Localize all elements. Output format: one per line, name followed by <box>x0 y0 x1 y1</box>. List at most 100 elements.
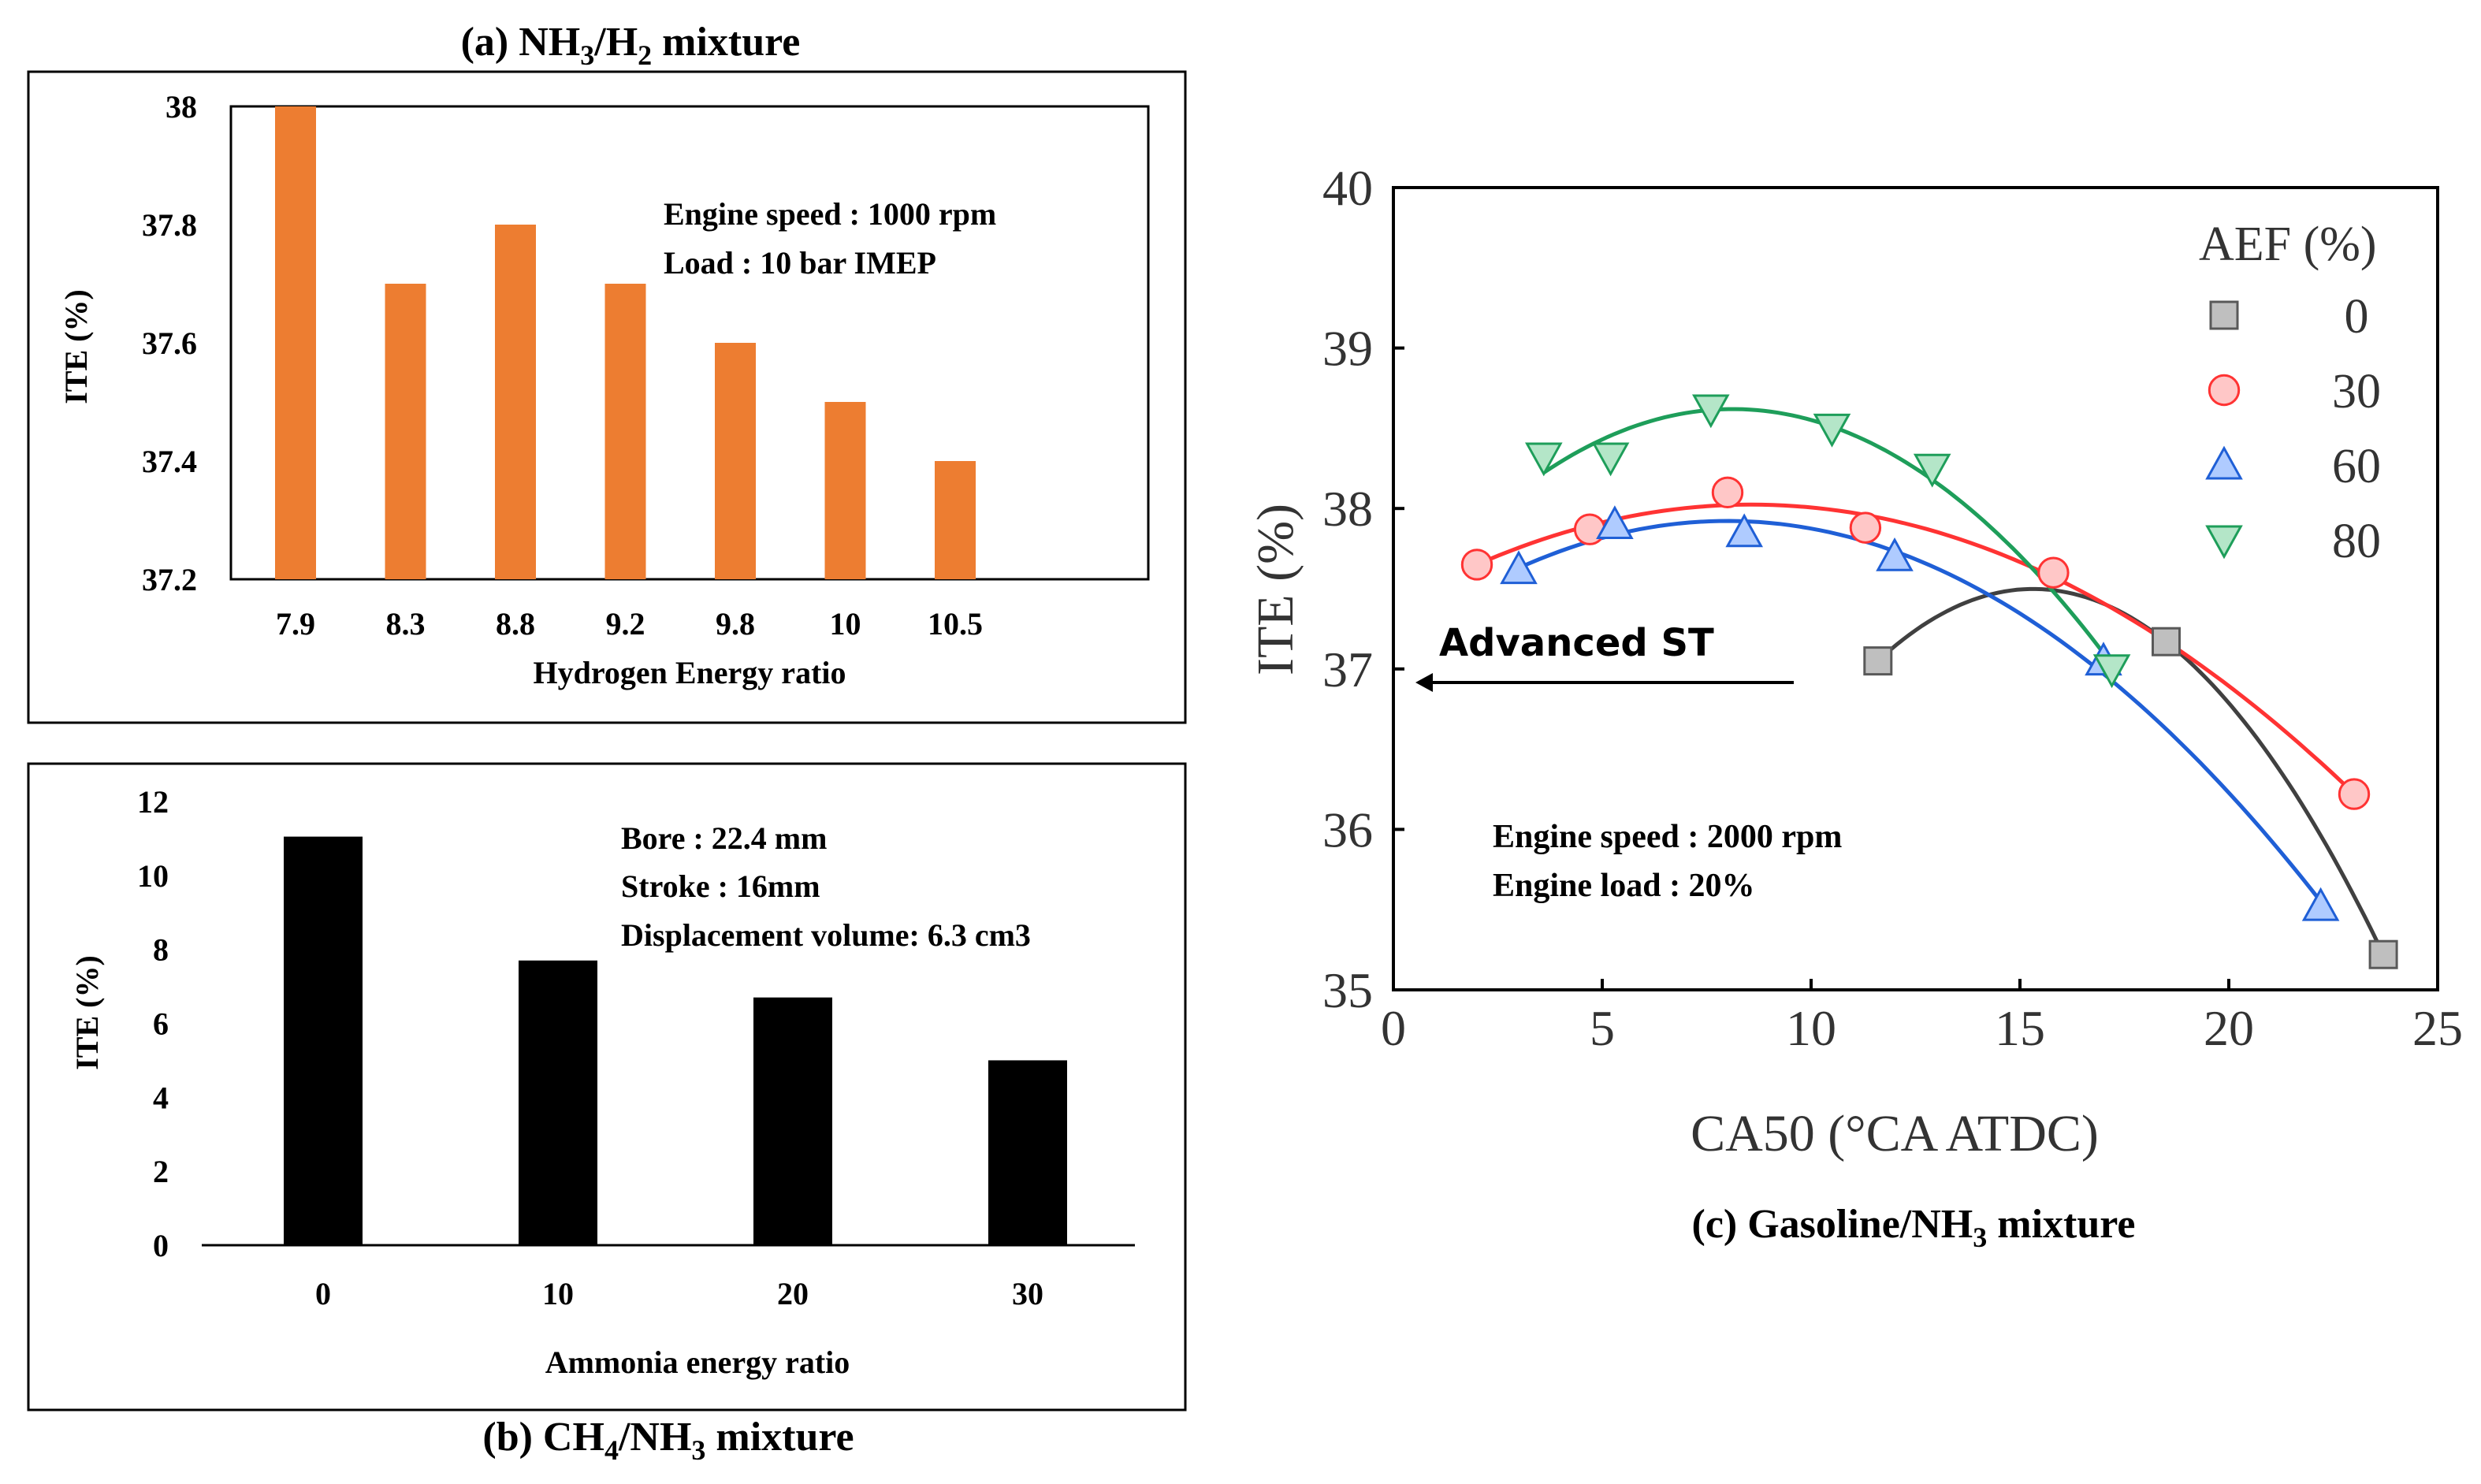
panel-a-plot-area <box>229 105 1150 581</box>
legend-marker-aef-60 <box>2205 445 2243 480</box>
y-tick-b-6: 6 <box>153 1006 169 1042</box>
x-tick-c-10: 10 <box>1786 1000 1836 1056</box>
x-tick-c-25: 25 <box>2412 1000 2463 1056</box>
panel-b-annotation-3: Displacement volume: 6.3 cm3 <box>621 917 1031 953</box>
x-tick-a-10.5: 10.5 <box>928 606 983 642</box>
x-tick-c-0: 0 <box>1381 1000 1406 1056</box>
marker-aef-80-2 <box>1591 442 1630 477</box>
legend-item-aef-80: 80 <box>2205 515 2381 568</box>
panel-c-annotation-2: Engine load : 20% <box>1493 868 1755 904</box>
legend-item-aef-0: 0 <box>2209 290 2369 344</box>
x-tick-b-0: 0 <box>315 1276 331 1311</box>
y-tick-b-2: 2 <box>153 1154 169 1189</box>
panel-b-y-tick-labels: 0 2 4 6 8 10 12 <box>137 784 169 1263</box>
marker-aef-60-4 <box>1876 537 1914 571</box>
x-tick-c-20: 20 <box>2204 1000 2254 1056</box>
y-tick-c-38: 38 <box>1322 481 1373 537</box>
marker-aef-80-5 <box>1913 453 1951 488</box>
marker-aef-80-3 <box>1692 394 1730 429</box>
legend-marker-aef-30 <box>2208 374 2241 407</box>
legend-marker-aef-80 <box>2205 525 2243 560</box>
y-tick-c-39: 39 <box>1322 321 1373 377</box>
panel-b-x-axis-label: Ammonia energy ratio <box>545 1345 850 1380</box>
marker-aef-0-3 <box>2368 939 2398 969</box>
bar-b-30 <box>988 1060 1067 1245</box>
y-tick-a-37.2: 37.2 <box>142 562 197 597</box>
bar-b-0 <box>284 836 363 1245</box>
marker-aef-0-2 <box>2152 627 2181 656</box>
panel-a-frame <box>27 70 1187 724</box>
y-tick-a-37.4: 37.4 <box>142 444 197 479</box>
bar-a-9.2 <box>604 284 646 579</box>
marker-aef-30-2 <box>1573 513 1606 545</box>
marker-aef-60-6 <box>2301 887 2340 921</box>
panel-c-ticks: 0 5 10 15 20 25 35 36 37 38 39 40 <box>1322 160 2463 1056</box>
panel-a-y-tick-labels: 37.2 37.4 37.6 37.8 38 <box>142 89 197 597</box>
y-tick-c-40: 40 <box>1322 160 1373 216</box>
marker-aef-80-6 <box>2092 654 2131 689</box>
y-tick-b-10: 10 <box>137 858 169 894</box>
panel-c-title: (c) Gasoline/NH3 mixture <box>1692 1202 2136 1253</box>
y-tick-c-36: 36 <box>1322 802 1373 857</box>
marker-aef-0-1 <box>1863 646 1893 676</box>
x-tick-b-30: 30 <box>1012 1276 1043 1311</box>
panel-c-x-axis-label: CA50 (°CA ATDC) <box>1691 1105 2099 1162</box>
y-tick-b-8: 8 <box>153 932 169 968</box>
bar-a-10 <box>824 402 866 579</box>
panel-a-annotation-2: Load : 10 bar IMEP <box>664 245 936 281</box>
panel-c-plot-area <box>1392 186 2439 991</box>
x-tick-a-7.9: 7.9 <box>276 606 315 642</box>
marker-aef-60-2 <box>1596 505 1634 540</box>
marker-aef-30-5 <box>2037 556 2070 589</box>
y-tick-b-4: 4 <box>153 1080 169 1115</box>
y-tick-a-37.8: 37.8 <box>142 207 197 243</box>
bar-a-10.5 <box>935 461 976 579</box>
marker-aef-30-1 <box>1460 549 1493 581</box>
panel-b-frame <box>27 762 1187 1411</box>
panel-a-y-axis-label: ITE (%) <box>58 289 94 404</box>
legend-label-aef-60: 60 <box>2332 440 2381 493</box>
marker-aef-60-1 <box>1500 550 1538 585</box>
fit-curve-aef-0 <box>1877 586 2386 956</box>
panel-a-title: (a) NH3/H2 mixture <box>461 20 801 71</box>
bar-a-7.9 <box>275 106 316 579</box>
panel-b-x-tick-labels: 0 10 20 30 <box>315 1276 1043 1311</box>
panel-c-annotation-1: Engine speed : 2000 rpm <box>1493 819 1842 855</box>
panel-c-y-axis-label: ITE (%) <box>1247 504 1304 675</box>
x-tick-c-5: 5 <box>1590 1000 1615 1056</box>
x-tick-a-9.2: 9.2 <box>606 606 645 642</box>
y-tick-c-35: 35 <box>1322 962 1373 1018</box>
panel-b-y-axis-label: ITE (%) <box>69 955 105 1070</box>
x-tick-b-20: 20 <box>777 1276 809 1311</box>
bar-a-8.8 <box>495 225 536 579</box>
legend-label-aef-30: 30 <box>2332 365 2381 418</box>
bar-a-9.8 <box>715 343 756 579</box>
x-tick-a-9.8: 9.8 <box>716 606 755 642</box>
marker-aef-30-6 <box>2338 778 2371 810</box>
panel-a: (a) NH3/H2 mixture 37.2 37.4 37.6 37.8 38 7.… <box>27 20 1187 724</box>
panel-b-annotation-2: Stroke : 16mm <box>621 868 820 904</box>
panel-b: 0 2 4 6 8 10 12 0 10 20 30 Ammonia energy ratio I… <box>27 762 1187 1466</box>
y-tick-b-12: 12 <box>137 784 169 820</box>
marker-aef-30-4 <box>1849 511 1882 544</box>
y-tick-c-37: 37 <box>1322 642 1373 697</box>
legend-marker-aef-0 <box>2209 300 2239 330</box>
panel-c-advance-arrow <box>1415 673 1794 692</box>
x-tick-a-10: 10 <box>830 606 861 642</box>
x-tick-c-15: 15 <box>1995 1000 2045 1056</box>
bar-a-8.3 <box>385 284 426 579</box>
marker-aef-80-1 <box>1525 442 1563 477</box>
legend-item-aef-30: 30 <box>2208 365 2381 418</box>
panel-b-title: (b) CH4/NH3 mixture <box>482 1415 854 1466</box>
panel-a-annotation-1: Engine speed : 1000 rpm <box>664 196 996 232</box>
bar-b-20 <box>753 997 832 1245</box>
panel-c-markers <box>1460 394 2398 969</box>
x-tick-a-8.8: 8.8 <box>496 606 535 642</box>
bar-b-10 <box>519 960 597 1245</box>
panel-c-legend: AEF (%) 0 30 60 80 <box>2199 218 2381 568</box>
y-tick-a-37.6: 37.6 <box>142 325 197 361</box>
y-tick-a-38: 38 <box>166 89 197 125</box>
panel-b-annotation-1: Bore : 22.4 mm <box>621 820 827 856</box>
legend-label-aef-80: 80 <box>2332 515 2381 568</box>
